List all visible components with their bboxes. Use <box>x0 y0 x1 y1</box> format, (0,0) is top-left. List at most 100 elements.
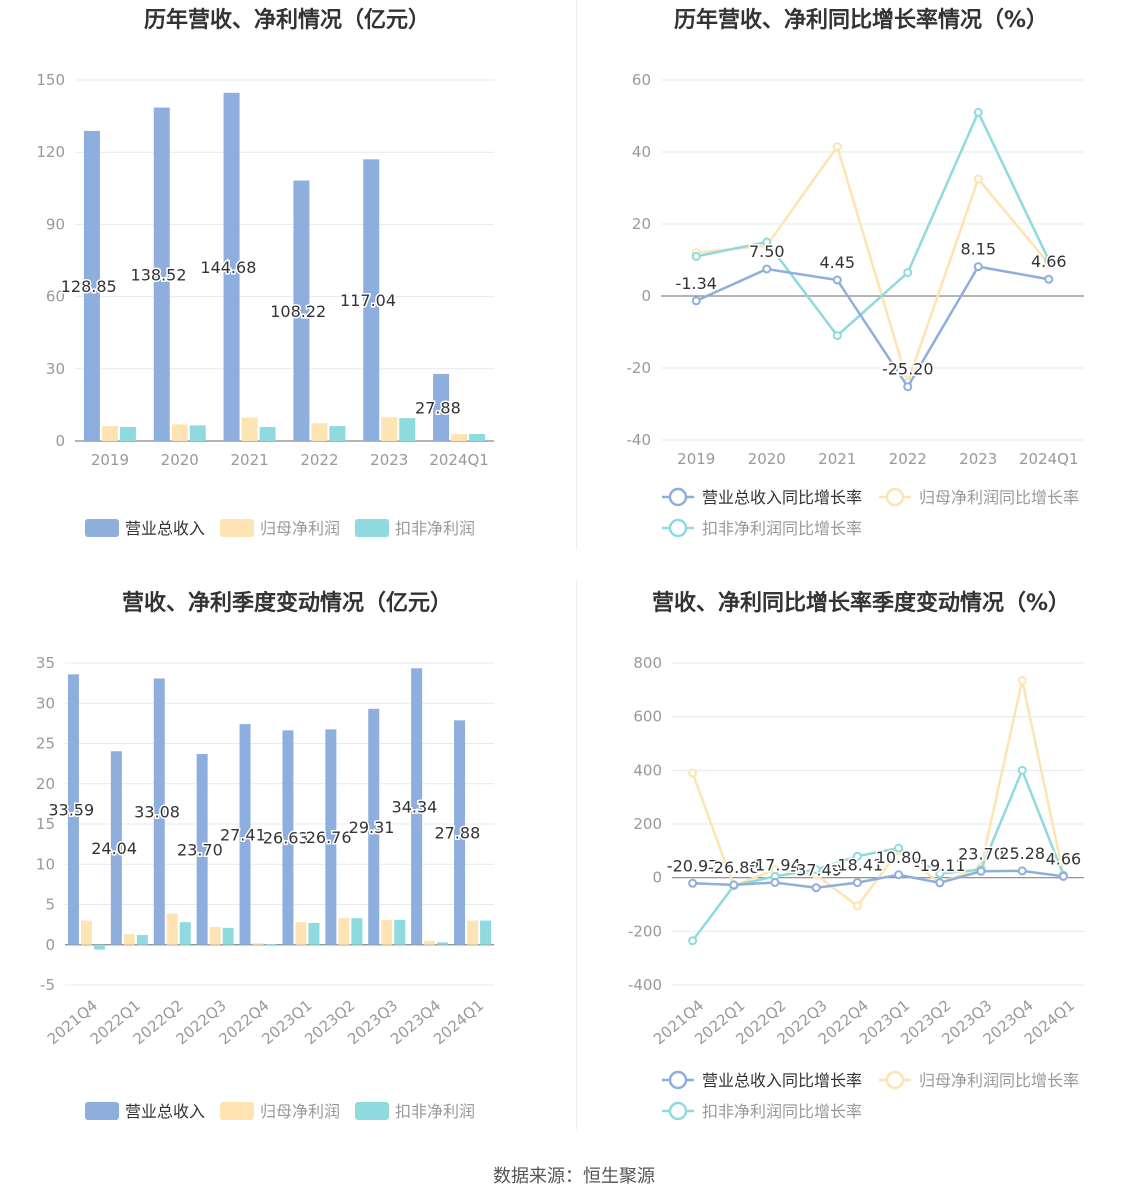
data-point <box>688 878 698 888</box>
data-label: 108.22 <box>270 302 326 321</box>
x-tick-label: 2020 <box>748 450 786 468</box>
x-tick-label: 2023 <box>370 451 408 469</box>
bar <box>171 424 188 441</box>
x-tick-label: 2024Q1 <box>429 451 489 469</box>
chart-title: 营收、净利同比增长率季度变动情况（%） <box>651 591 1071 616</box>
data-label: -18.41 <box>832 856 884 875</box>
data-point <box>1017 765 1027 775</box>
data-label: -25.20 <box>882 360 934 379</box>
bar <box>93 944 105 950</box>
data-point <box>973 262 983 272</box>
data-point <box>688 768 698 778</box>
data-point <box>852 901 862 911</box>
bar <box>259 427 276 441</box>
y-tick-label: 150 <box>36 71 65 89</box>
data-label: 7.50 <box>749 242 785 261</box>
legend-marker <box>668 1101 688 1121</box>
bar <box>433 373 450 441</box>
bar <box>399 418 416 441</box>
series-line <box>695 109 1050 338</box>
bar <box>295 922 307 945</box>
bar <box>222 927 234 945</box>
legend-label: 营业总收入同比增长率 <box>702 1071 862 1090</box>
chart-title: 历年营收、净利情况（亿元） <box>143 8 430 33</box>
bar <box>179 922 191 945</box>
data-point <box>852 851 862 861</box>
data-point <box>935 878 945 888</box>
bar <box>265 943 277 945</box>
bar <box>101 426 118 441</box>
data-label: 34.34 <box>392 798 438 817</box>
legend-swatch <box>355 1102 389 1120</box>
data-label: -17.94 <box>749 855 801 874</box>
bar <box>480 920 492 945</box>
data-point <box>832 142 842 152</box>
y-tick-label: 0 <box>45 936 55 954</box>
y-tick-label: 20 <box>36 775 55 793</box>
y-tick-label: 400 <box>633 761 662 779</box>
legend-label: 营业总收入 <box>125 519 205 538</box>
bar <box>381 417 398 441</box>
bar <box>411 668 423 945</box>
x-tick-label: 2021 <box>818 450 856 468</box>
series-line <box>692 869 1064 889</box>
data-label: 8.15 <box>960 240 996 259</box>
data-label: 23.70 <box>958 844 1004 863</box>
data-label: 23.70 <box>177 840 223 859</box>
y-tick-label: -40 <box>627 431 652 449</box>
data-label: 27.88 <box>415 398 461 417</box>
x-tick-label: 2020 <box>161 451 199 469</box>
data-point <box>976 866 986 876</box>
bar <box>119 427 136 441</box>
legend-marker <box>885 487 905 507</box>
y-tick-label: 60 <box>632 71 651 89</box>
data-point <box>811 883 821 893</box>
data-point <box>811 865 821 875</box>
bar <box>123 934 135 945</box>
bar <box>282 730 294 945</box>
data-label: 26.76 <box>306 828 352 847</box>
bar <box>189 425 206 441</box>
bar <box>166 913 178 945</box>
data-label: -26.88 <box>708 858 760 877</box>
bar <box>223 92 240 441</box>
bar <box>67 674 79 945</box>
y-tick-label: -20 <box>627 359 652 377</box>
data-point <box>903 268 913 278</box>
legend-marker <box>668 518 688 538</box>
bar <box>136 935 148 945</box>
y-tick-label: -5 <box>40 976 55 994</box>
bar <box>252 943 264 945</box>
data-label: 117.04 <box>340 291 396 310</box>
x-tick-label: 2023 <box>959 450 997 468</box>
bar <box>83 130 100 441</box>
x-tick-label: 2019 <box>677 450 715 468</box>
data-point <box>832 275 842 285</box>
legend-swatch <box>85 519 119 537</box>
bar <box>293 180 310 441</box>
quarterly-growth-line-chart: -400-20002004006008002021Q42022Q12022Q22… <box>628 654 1084 1121</box>
y-tick-label: 35 <box>36 654 55 672</box>
bar <box>329 426 346 441</box>
bar <box>241 417 258 441</box>
y-tick-label: 0 <box>641 287 651 305</box>
y-tick-label: 20 <box>632 215 651 233</box>
y-tick-label: 0 <box>55 432 65 450</box>
bar <box>239 724 251 945</box>
x-tick-label: 2022 <box>889 450 927 468</box>
data-point <box>1017 675 1027 685</box>
bar <box>469 434 486 441</box>
y-tick-label: 10 <box>36 855 55 873</box>
bar <box>325 729 337 945</box>
y-tick-label: 40 <box>632 143 651 161</box>
bar <box>338 918 350 945</box>
series-line <box>691 766 1065 942</box>
data-source-note: 数据来源：恒生聚源 <box>493 1166 655 1187</box>
legend-swatch <box>85 1102 119 1120</box>
chart-panel-quarterly-bars: 营收、净利季度变动情况（亿元） -5 0 5 10 15 20 25 30 35 2021Q4 33… <box>0 583 574 1143</box>
data-point <box>903 382 913 392</box>
bar <box>467 920 479 945</box>
y-tick-label: -400 <box>628 976 662 994</box>
bar <box>196 753 208 945</box>
data-point <box>832 331 842 341</box>
